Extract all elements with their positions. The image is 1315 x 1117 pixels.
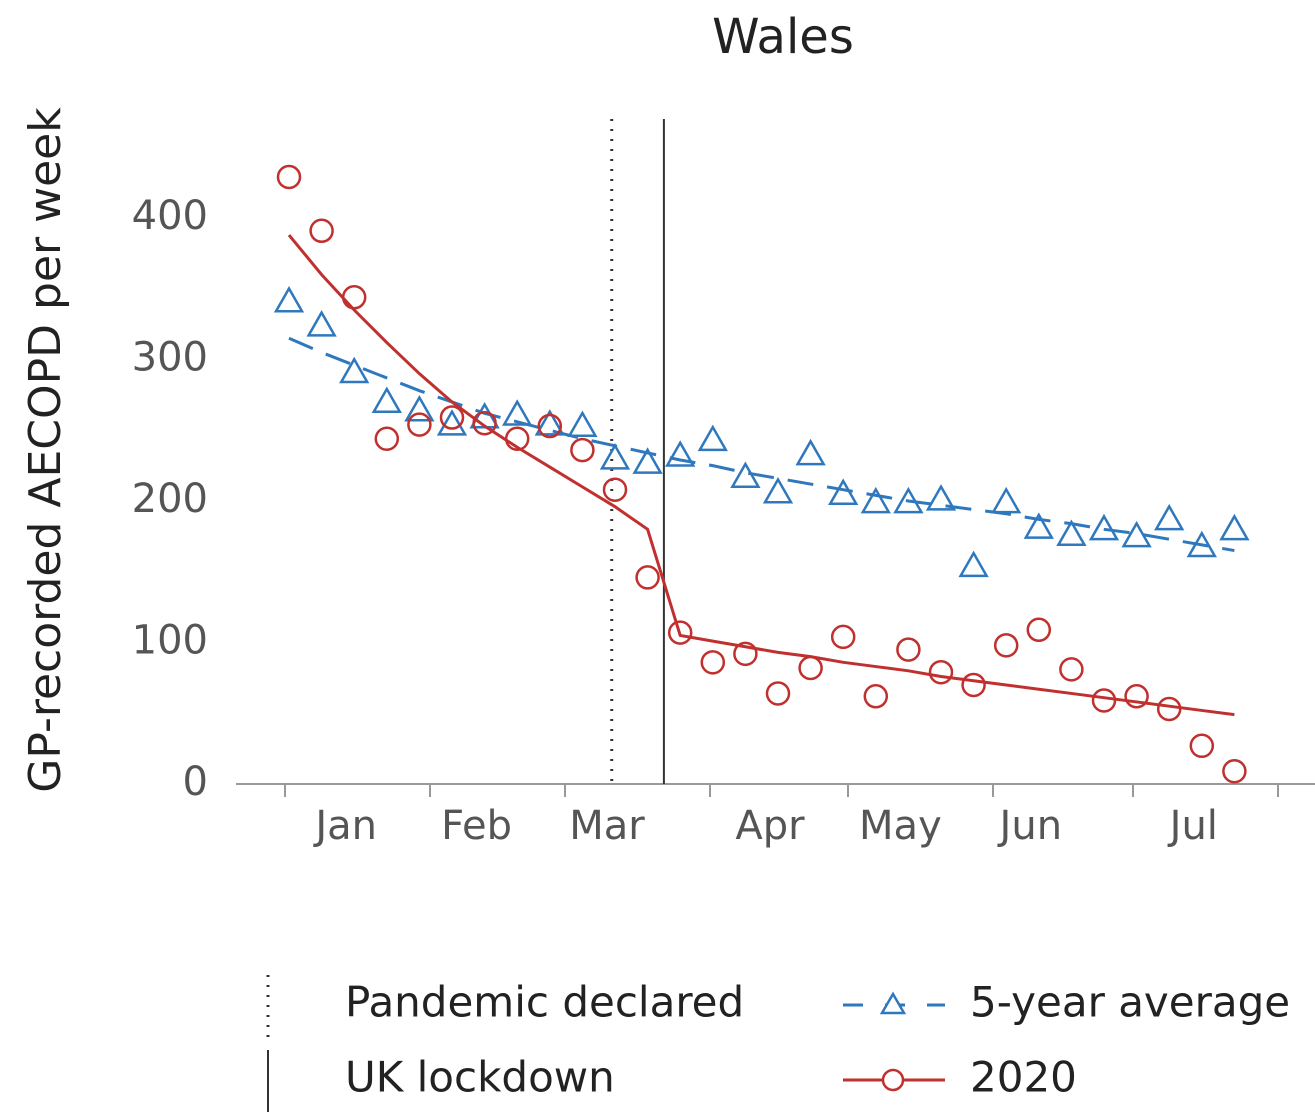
circle-marker (961, 672, 986, 698)
circle-marker (700, 650, 726, 675)
circle-marker (798, 655, 823, 681)
y-tick-label: 400 (132, 193, 208, 239)
triangle-marker (762, 477, 794, 504)
circle-marker (341, 285, 367, 310)
triangle-marker (599, 443, 631, 470)
circle-marker (667, 620, 693, 645)
triangle-marker (1186, 530, 1217, 558)
circle-marker (309, 218, 334, 244)
circle-marker (1189, 733, 1215, 759)
triangle-marker (502, 399, 533, 426)
triangle-marker (958, 550, 989, 578)
circle-marker (733, 641, 758, 667)
triangle-marker (893, 486, 924, 514)
circle-marker (896, 637, 921, 662)
legend-label: UK lockdown (345, 1053, 615, 1102)
circle-marker (537, 413, 563, 439)
triangle-marker (534, 409, 565, 436)
circle-marker (407, 412, 432, 437)
y-tick-label: 100 (132, 618, 208, 664)
triangle-marker (371, 386, 402, 413)
triangle-marker (339, 356, 370, 384)
triangle-marker (567, 410, 598, 438)
legend: Pandemic declared UK lockdown 5-year avera… (266, 975, 1290, 1112)
triangle-marker (697, 424, 728, 452)
series (273, 286, 1250, 578)
circle-marker (928, 659, 954, 685)
triangle-marker (925, 484, 957, 511)
triangle-marker (1121, 520, 1152, 548)
triangle-marker (1023, 512, 1054, 539)
circle-marker (993, 633, 1019, 658)
triangle-marker (795, 438, 826, 466)
triangle-marker (436, 409, 468, 436)
circle-marker (1222, 759, 1247, 784)
circle-marker (1026, 617, 1052, 643)
circle-marker (602, 477, 628, 502)
legend-marker (881, 1068, 905, 1092)
triangle-marker (1088, 513, 1120, 541)
y-tick-label: 0 (183, 759, 208, 805)
circle-marker (504, 426, 530, 452)
triangle-marker (991, 486, 1022, 514)
triangle-marker (1154, 503, 1185, 531)
x-axis-ticks (284, 784, 1279, 797)
y-tick-label: 300 (132, 335, 208, 381)
legend-label: 2020 (970, 1053, 1077, 1102)
triangle-marker (404, 394, 435, 422)
x-tick-label: Jun (997, 803, 1063, 849)
x-tick-label: Mar (569, 803, 645, 849)
circle-marker (570, 437, 595, 463)
circle-marker (374, 426, 400, 452)
circle-marker (765, 681, 791, 706)
x-tick-label: Jan (312, 803, 377, 849)
chart-title: Wales (712, 9, 854, 65)
trend-line (288, 336, 1235, 553)
circle-marker (276, 164, 302, 190)
x-tick-label: Feb (441, 803, 512, 849)
circle-marker (439, 405, 465, 430)
triangle-marker (665, 440, 696, 467)
circle-marker (635, 565, 660, 590)
y-axis-label: GP-recorded AECOPD per week (20, 107, 71, 793)
legend-marker (879, 991, 907, 1015)
x-tick-label: May (859, 803, 942, 849)
triangle-marker (1056, 519, 1087, 546)
triangle-marker (273, 286, 305, 313)
triangle-marker (730, 461, 761, 488)
circle-marker (830, 624, 856, 650)
circle-marker (472, 410, 497, 436)
x-tick-label: Jul (1167, 803, 1218, 849)
y-tick-label: 200 (132, 476, 208, 522)
legend-label: 5-year average (970, 978, 1290, 1027)
triangle-marker (860, 486, 891, 514)
x-tick-label: Apr (735, 803, 805, 849)
trend-line (287, 234, 1235, 717)
triangle-marker (306, 310, 337, 337)
circle-marker (1156, 696, 1182, 722)
triangle-marker (828, 478, 859, 505)
triangle-marker (632, 447, 663, 474)
circle-marker (1091, 688, 1117, 713)
triangle-marker (1219, 513, 1250, 541)
circle-marker (1124, 684, 1149, 709)
circle-marker (1059, 657, 1084, 682)
circle-marker (863, 684, 889, 709)
series (276, 164, 1247, 784)
legend-label: Pandemic declared (345, 978, 744, 1027)
